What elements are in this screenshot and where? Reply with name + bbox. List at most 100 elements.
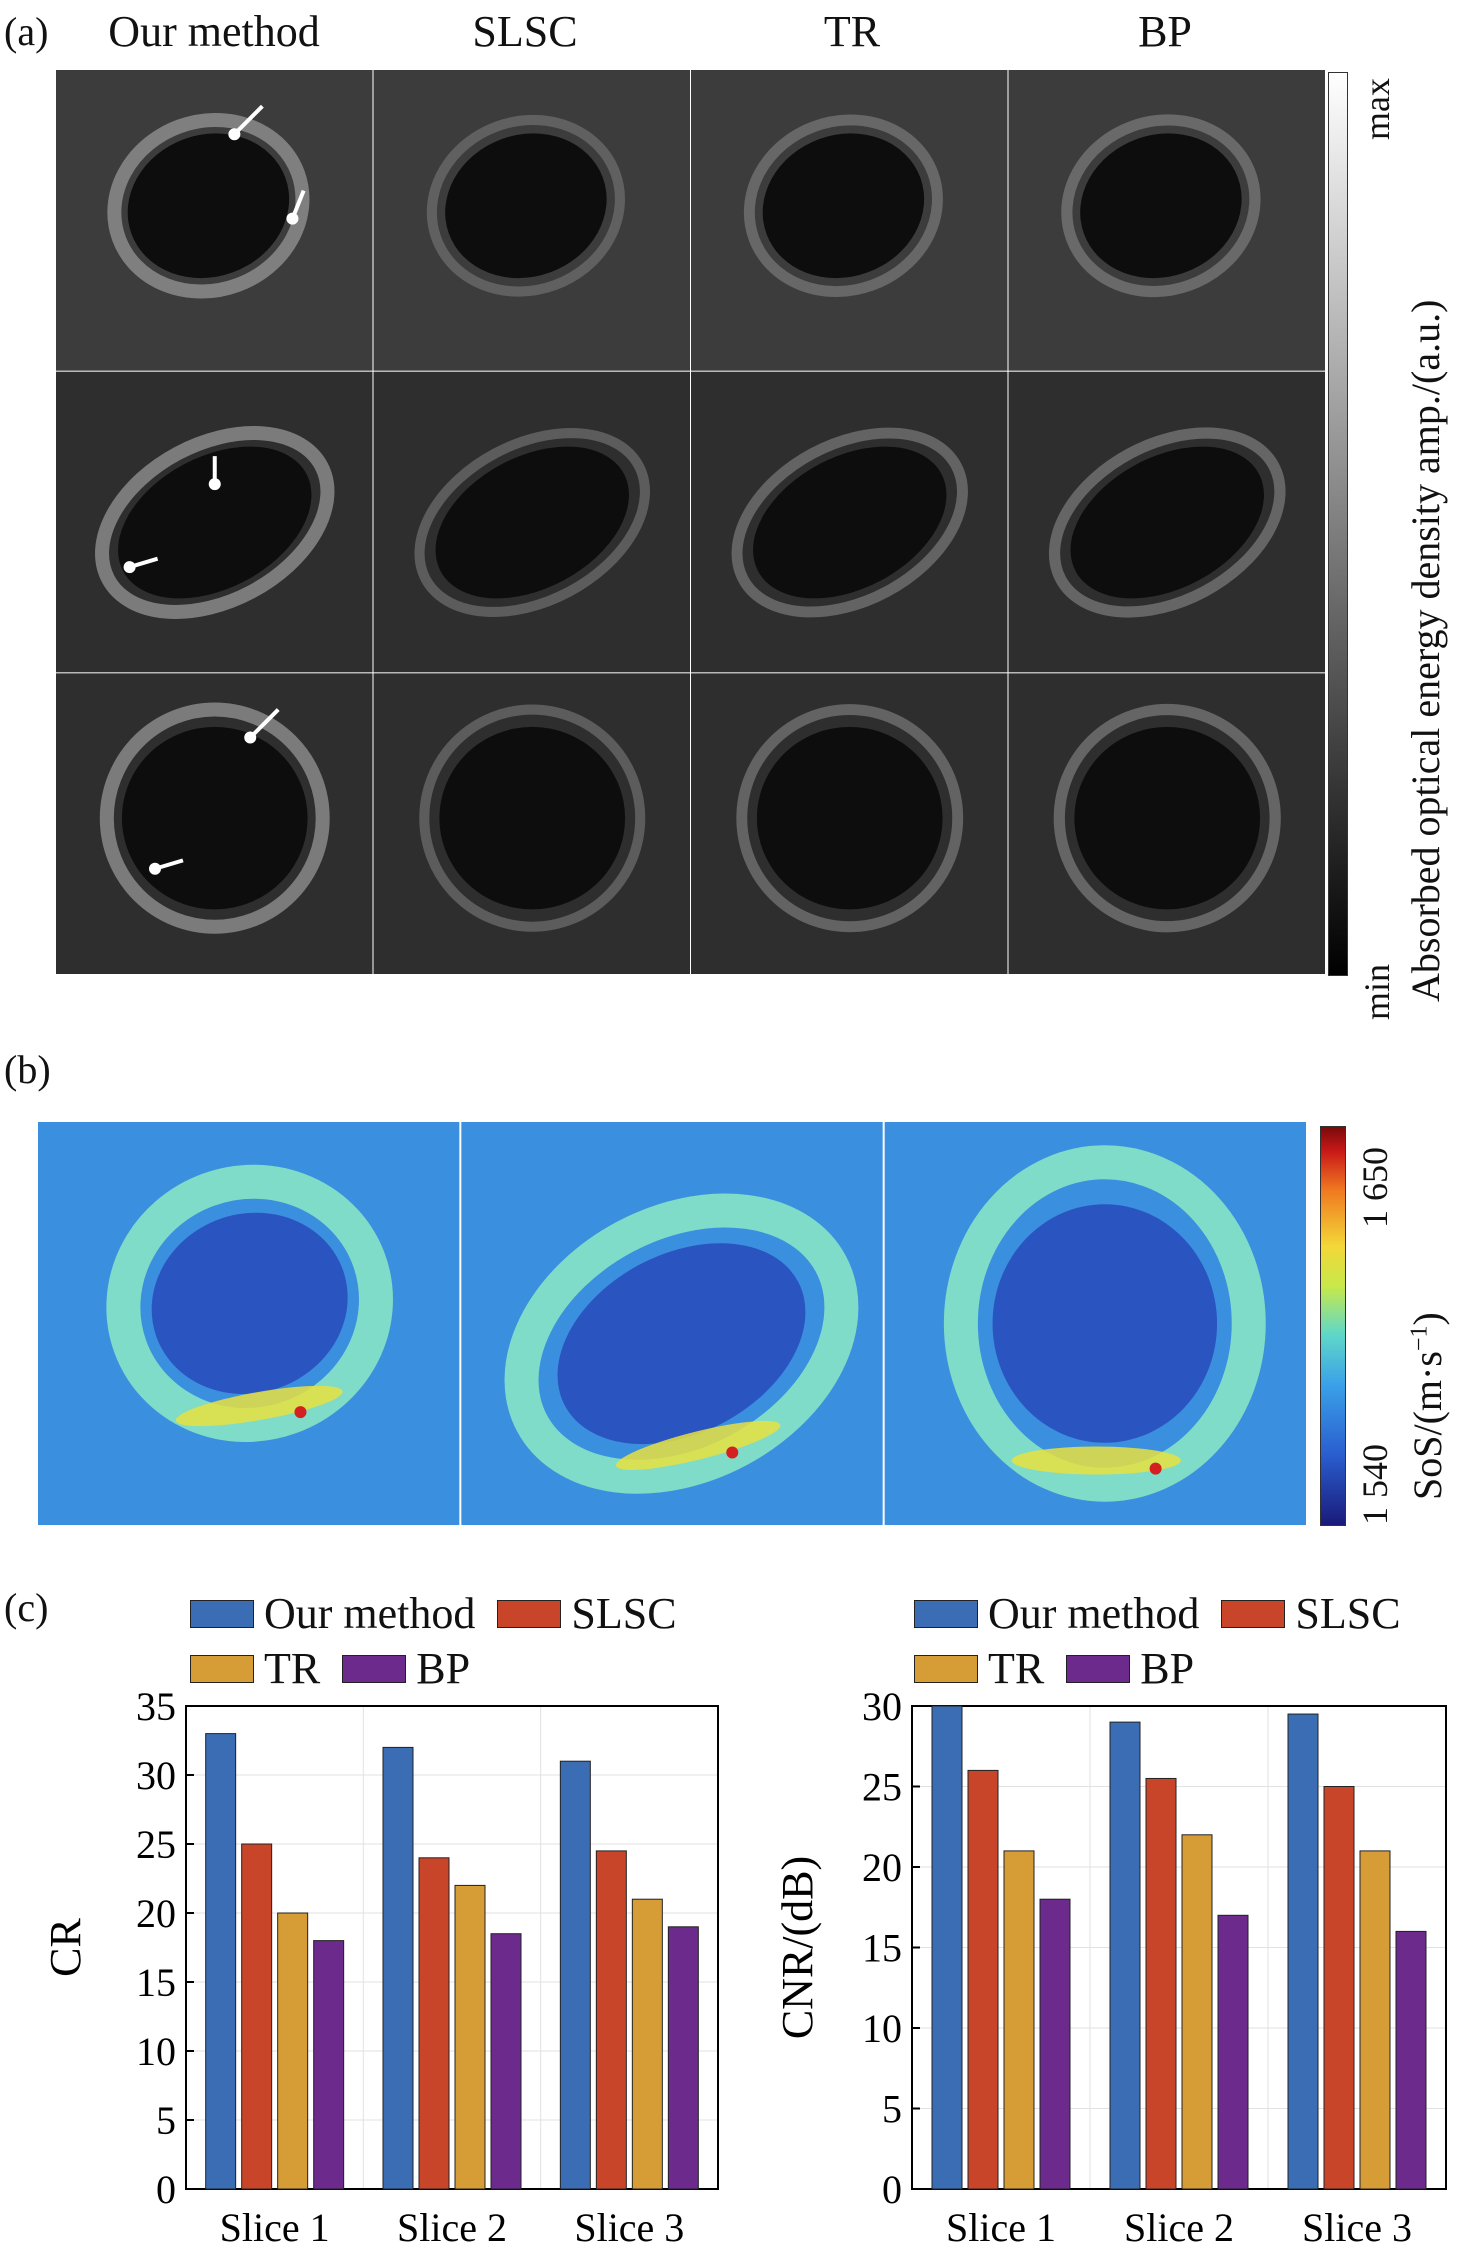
y-tick-label: 30 xyxy=(136,1753,176,1798)
bar-slsc xyxy=(418,1857,450,2190)
legend-swatch xyxy=(497,1599,562,1628)
legend-item: SLSC xyxy=(497,1588,677,1639)
y-axis-label: CNR/(dB) xyxy=(773,1856,822,2039)
bar-bp xyxy=(1395,1930,1427,2190)
grayscale-colorbar xyxy=(1328,72,1348,976)
bar-bp xyxy=(1217,1914,1249,2190)
reconstruction-tile xyxy=(1008,70,1325,371)
reconstruction-tile xyxy=(373,70,690,371)
colorbar-b-max-label: 1 650 xyxy=(1355,1147,1395,1228)
arrow-head xyxy=(228,128,241,141)
y-tick-label: 20 xyxy=(862,1845,902,1890)
x-tick-label: Slice 3 xyxy=(1302,2205,1412,2250)
legend-item: Our method xyxy=(914,1588,1199,1639)
legend-item: BP xyxy=(1066,1643,1194,1694)
arrow-annotation xyxy=(248,708,280,739)
bar-slsc xyxy=(1323,1786,1355,2190)
reconstruction-tile xyxy=(56,70,373,371)
legend-item: TR xyxy=(190,1643,320,1694)
y-axis-label: CR xyxy=(41,1918,90,1977)
reconstruction-tile xyxy=(56,371,373,673)
bar-our-method xyxy=(931,1705,963,2190)
x-tick-label: Slice 2 xyxy=(397,2205,507,2250)
x-tick-label: Slice 1 xyxy=(220,2205,330,2250)
legend-label: TR xyxy=(264,1644,321,1693)
colorbar-b-title-main: SoS/(m·s xyxy=(1405,1351,1450,1500)
photoacoustic-image-grid xyxy=(56,70,1325,974)
legend-swatch xyxy=(914,1599,978,1628)
bar-bp xyxy=(1039,1898,1071,2190)
legend-label: Our method xyxy=(988,1589,1200,1638)
legend-right: Our method SLSC TR BP xyxy=(914,1588,1401,1694)
colorbar-b-title-end: ) xyxy=(1405,1312,1450,1326)
sos-map-tile xyxy=(461,1122,883,1525)
bar-our-method xyxy=(1287,1713,1319,2190)
arrow-head xyxy=(208,478,221,491)
bar-bp xyxy=(667,1926,699,2190)
arrow-head xyxy=(244,731,257,744)
y-tick-label: 0 xyxy=(156,2167,176,2212)
colorbar-b-min-label: 1 540 xyxy=(1355,1444,1395,1525)
legend-label: SLSC xyxy=(571,1589,677,1638)
y-tick-label: 10 xyxy=(862,2006,902,2051)
bar-slsc xyxy=(241,1843,273,2190)
legend-swatch xyxy=(342,1654,407,1683)
bar-tr xyxy=(277,1912,309,2190)
legend-swatch xyxy=(914,1654,978,1683)
speed-of-sound-map xyxy=(38,1122,1306,1525)
legend-item: SLSC xyxy=(1221,1588,1401,1639)
colorbar-a-title: Absorbed optical energy density amp./(a.… xyxy=(1403,299,1448,1002)
legend-left: Our method SLSC TR BP xyxy=(190,1588,677,1694)
legend-item: TR xyxy=(914,1643,1044,1694)
cnr-bar-chart: 0 5 10 15 20 25 30 Slice 1 Slice 2 Slice 3 CNR/(dB… xyxy=(773,1690,1447,2250)
bar-our-method xyxy=(559,1760,591,2190)
bar-bp xyxy=(490,1933,522,2190)
x-tick-label: Slice 1 xyxy=(946,2205,1056,2250)
colorbar-a-min-label: min xyxy=(1357,963,1397,1020)
arrow-head xyxy=(149,862,161,875)
legend-label: BP xyxy=(1140,1644,1195,1693)
legend-label: SLSC xyxy=(1295,1589,1401,1638)
y-tick-label: 5 xyxy=(156,2098,176,2143)
panel-a-label: (a) xyxy=(4,9,49,54)
y-tick-label: 25 xyxy=(136,1822,176,1867)
bar-tr xyxy=(1181,1834,1213,2190)
y-tick-label: 10 xyxy=(136,2029,176,2074)
column-title-our-method: Our method xyxy=(108,7,320,56)
column-title-bp: BP xyxy=(1138,7,1192,56)
sos-map-tile xyxy=(884,1122,1306,1525)
bar-our-method xyxy=(1109,1721,1141,2190)
legend-label: BP xyxy=(416,1644,471,1693)
y-tick-label: 5 xyxy=(882,2087,902,2132)
reconstruction-tile xyxy=(373,673,690,974)
colorbar-b-title: SoS/(m·s−1) xyxy=(1404,1312,1451,1500)
reconstruction-tile xyxy=(373,371,690,673)
arrow-head xyxy=(286,212,299,225)
reconstruction-tile xyxy=(56,673,373,974)
y-tick-label: 15 xyxy=(136,1960,176,2005)
panel-c-label: (c) xyxy=(4,1585,49,1630)
x-tick-label: Slice 3 xyxy=(574,2205,684,2250)
y-tick-label: 20 xyxy=(136,1891,176,1936)
x-tick-label: Slice 2 xyxy=(1124,2205,1234,2250)
y-tick-label: 0 xyxy=(882,2167,902,2212)
bar-slsc xyxy=(1145,1777,1177,2190)
panel-b-label: (b) xyxy=(4,1047,51,1092)
bar-tr xyxy=(454,1884,486,2190)
reconstruction-tile xyxy=(691,371,1008,673)
bar-bp xyxy=(313,1940,345,2190)
cr-bar-chart: 0 5 10 15 20 25 30 35 Slice 1 Slice 2 Slice 3 CR xyxy=(41,1690,719,2250)
legend-item: Our method xyxy=(190,1588,475,1639)
bar-slsc xyxy=(595,1850,627,2190)
legend-swatch xyxy=(1066,1654,1131,1683)
legend-label: TR xyxy=(988,1644,1045,1693)
arrow-head xyxy=(123,561,136,574)
sos-map-tile xyxy=(38,1122,460,1525)
arrow-annotation xyxy=(232,104,264,136)
y-tick-label: 35 xyxy=(136,1690,176,1729)
bar-tr xyxy=(631,1898,663,2190)
colorbar-b-title-sup: −1 xyxy=(1406,1325,1433,1352)
bar-our-method xyxy=(205,1733,237,2190)
bar-tr xyxy=(1003,1850,1035,2190)
legend-swatch xyxy=(1221,1599,1286,1628)
